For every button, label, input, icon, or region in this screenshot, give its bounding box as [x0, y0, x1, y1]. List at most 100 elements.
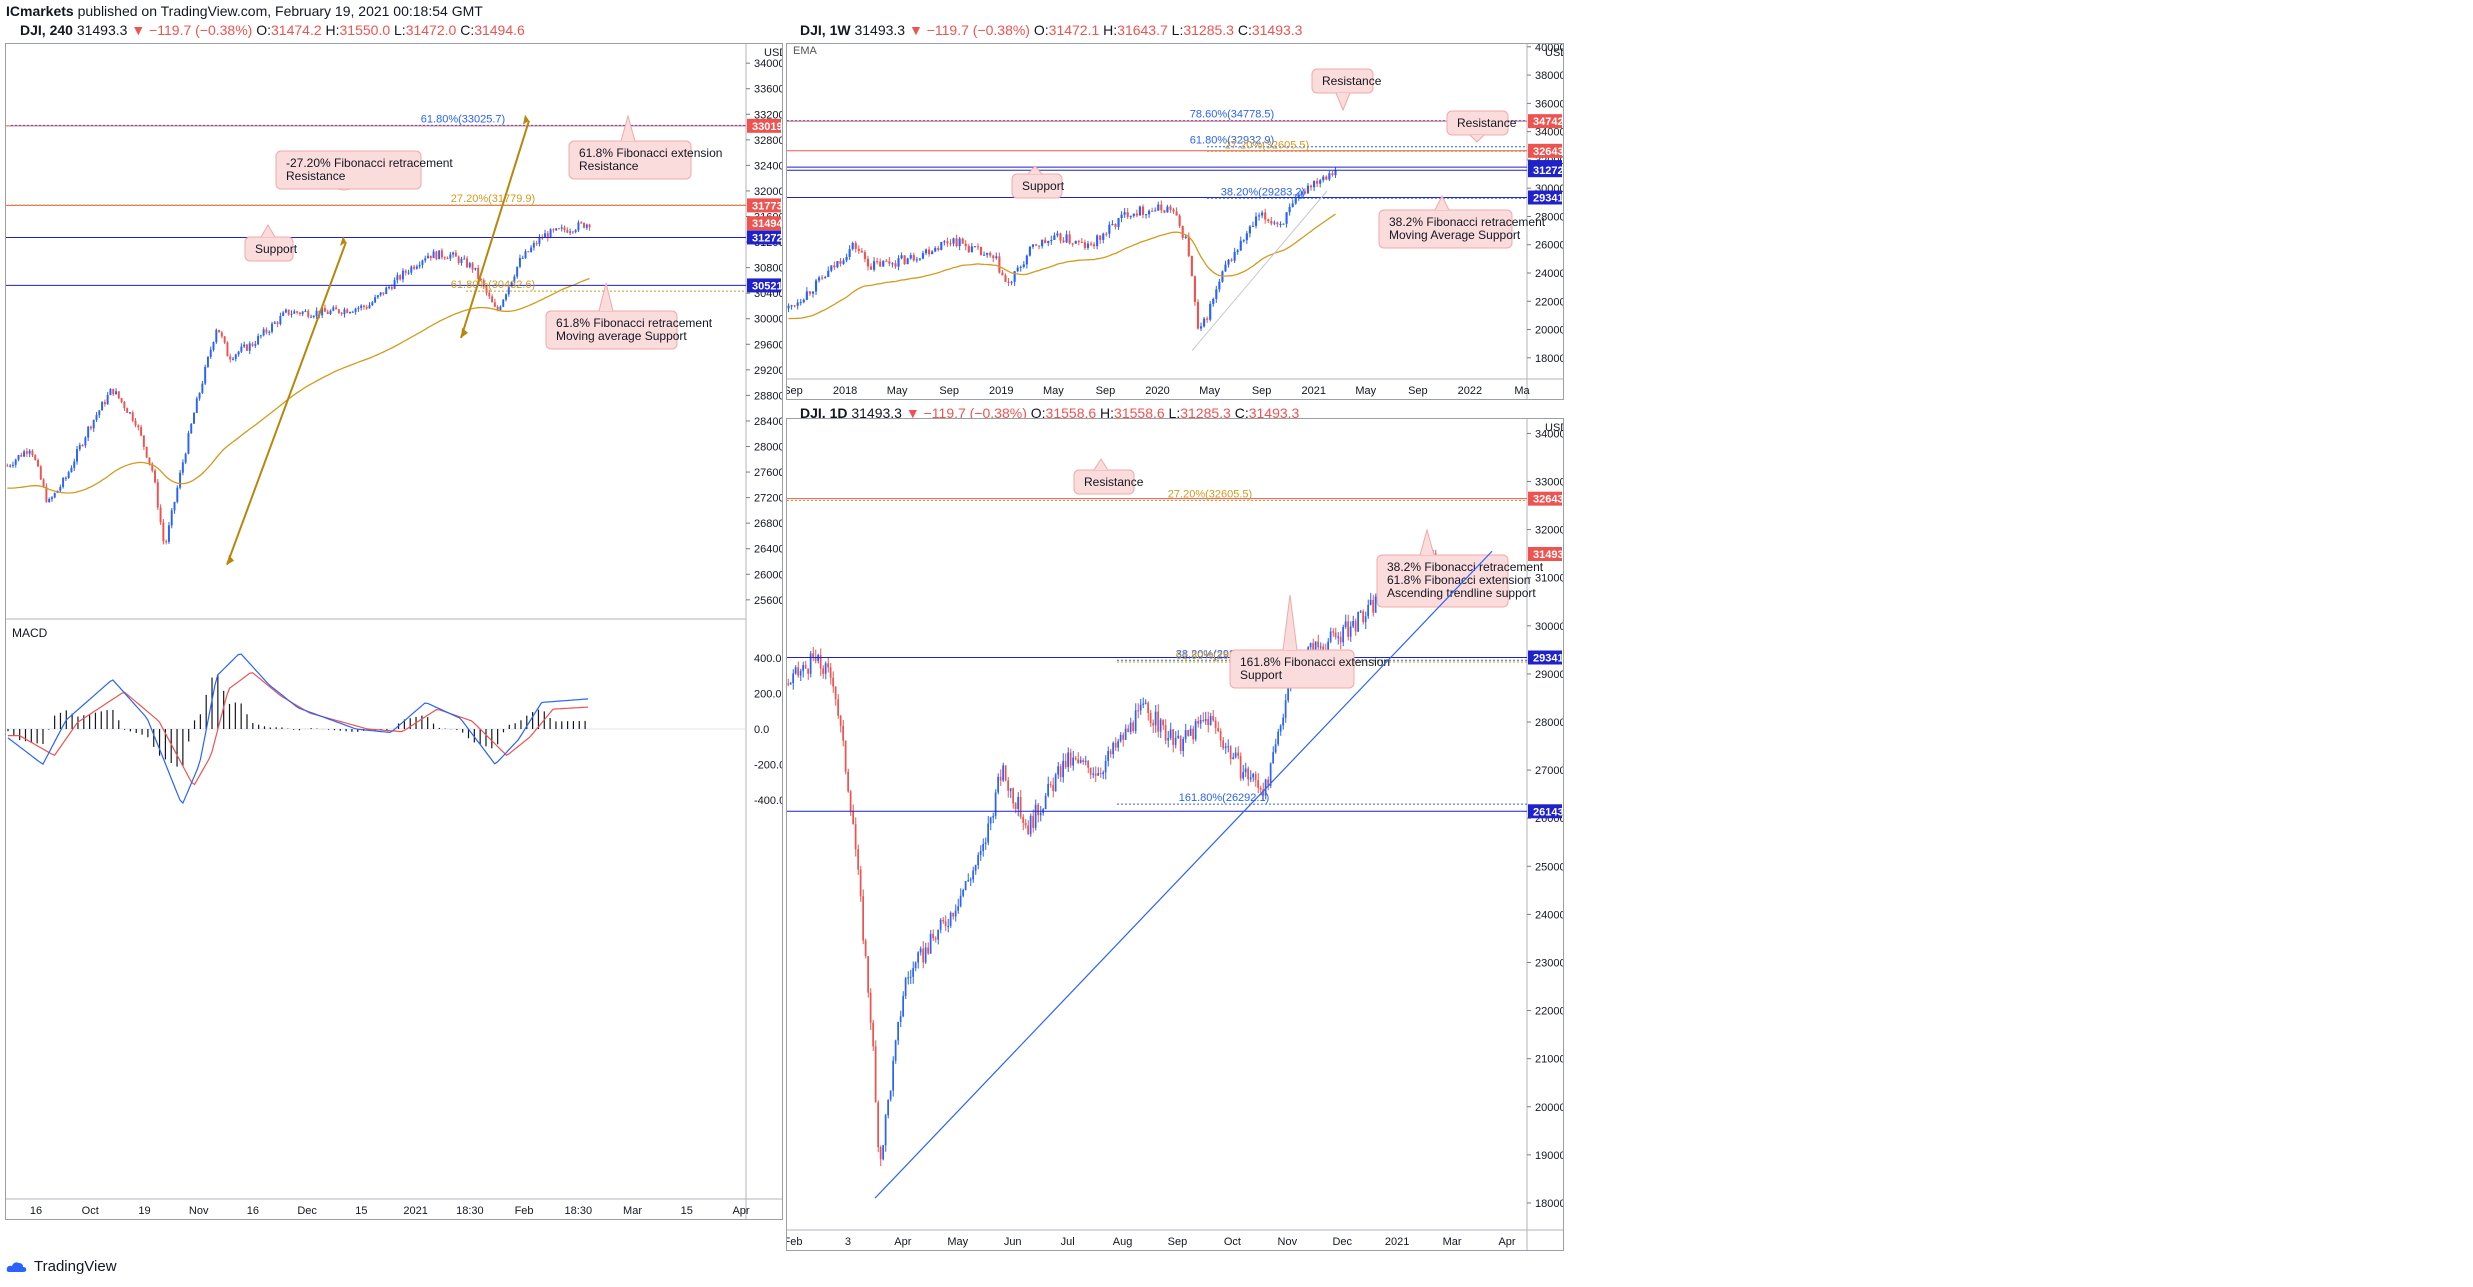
- candle-body: [984, 842, 987, 844]
- x-tick-label: May: [1043, 385, 1064, 397]
- candle-body: [1041, 239, 1044, 247]
- y-tick-label: 24000.0: [1535, 909, 1563, 921]
- candle-body: [1254, 773, 1257, 781]
- candle-body: [1117, 218, 1120, 227]
- candle-body: [98, 410, 101, 416]
- candle-body: [1267, 219, 1270, 222]
- candle-body: [9, 465, 12, 467]
- candle-body: [39, 466, 42, 480]
- x-tick-label: Sep: [1408, 385, 1428, 397]
- candle-body: [142, 435, 145, 447]
- x-tick-label: Sep: [1168, 1236, 1188, 1248]
- candle-body: [1074, 757, 1077, 760]
- candle-body: [396, 275, 399, 281]
- candle-body: [967, 880, 969, 882]
- candle-body: [1114, 224, 1117, 227]
- candle-body: [1012, 788, 1014, 804]
- candle-body: [1124, 728, 1127, 740]
- candle-body: [909, 255, 912, 259]
- candle-body: [485, 286, 488, 293]
- fib-level-label: 61.80%(32932.9): [1190, 135, 1274, 147]
- candle-body: [842, 725, 844, 741]
- weekly-chart-svg[interactable]: USD18000.020000.022000.024000.026000.028…: [783, 42, 1575, 399]
- y-tick-label: 27200.0: [754, 493, 782, 505]
- candle-body: [1047, 241, 1050, 244]
- candle-body: [915, 259, 918, 261]
- candle-body: [1207, 719, 1209, 726]
- fib-level-label: 38.20%(29283.2): [1221, 186, 1305, 198]
- price-tag-label: 32643.8: [1533, 146, 1563, 158]
- candle-body: [460, 258, 463, 263]
- candle-body: [1359, 611, 1362, 613]
- candle-body: [479, 278, 482, 281]
- candle-body: [999, 776, 1002, 781]
- candle-body: [273, 322, 276, 324]
- candle-body: [894, 1040, 897, 1061]
- candle-body: [521, 257, 524, 259]
- candle-body: [1252, 773, 1254, 778]
- candle-body: [170, 510, 173, 526]
- candle-body: [184, 453, 187, 463]
- candle-body: [903, 255, 906, 265]
- candle-body: [872, 1022, 874, 1047]
- y-tick-label: 38000.0: [1535, 70, 1563, 82]
- weekly-chart-panel[interactable]: USD18000.020000.022000.024000.026000.028…: [783, 42, 1575, 400]
- candle-body: [282, 312, 285, 316]
- candle-body: [1034, 804, 1037, 828]
- candle-body: [1184, 236, 1187, 238]
- x-tick-label: 2021: [1301, 385, 1325, 397]
- candle-body: [215, 329, 218, 343]
- candle-body: [1300, 191, 1303, 195]
- candle-body: [1273, 222, 1276, 224]
- candle-body: [1202, 719, 1204, 722]
- candle-body: [1126, 212, 1129, 217]
- moving-average-line: [788, 213, 1336, 320]
- candle-body: [928, 249, 931, 255]
- daily-chart-panel[interactable]: USD 18000.0 19000.0 20000.0 21000.0 22000.0 23…: [784, 418, 1575, 1251]
- candle-body: [882, 1145, 884, 1160]
- candle-body: [156, 482, 159, 508]
- candle-body: [819, 654, 822, 669]
- candle-body: [827, 270, 830, 278]
- price-tag-bg: [747, 118, 781, 133]
- candle-body: [1016, 267, 1019, 272]
- candle-body: [1214, 720, 1217, 729]
- candle-body: [201, 383, 204, 393]
- price-tag-label: 33019.3: [752, 121, 782, 133]
- x-tick-label: Dec: [297, 1205, 317, 1217]
- candle-body: [918, 258, 921, 260]
- candle-body: [14, 459, 17, 465]
- candle-body: [860, 250, 863, 253]
- annotation-callout-pointer: [1469, 134, 1485, 143]
- x-tick-label: 16: [30, 1205, 42, 1217]
- candle-body: [802, 299, 805, 303]
- candle-body: [204, 366, 207, 384]
- x-tick-label: Sep: [1252, 385, 1272, 397]
- candle-body: [1074, 241, 1077, 244]
- y-tick-label: 26000.0: [754, 569, 782, 581]
- macd-line: [7, 653, 589, 805]
- y-tick-label: 27000.0: [1535, 765, 1563, 777]
- candle-body: [1325, 176, 1328, 180]
- candle-body: [413, 266, 416, 269]
- candle-body: [126, 408, 129, 413]
- daily-chart-svg[interactable]: USD 18000.0 19000.0 20000.0 21000.0 22000.0 23…: [784, 419, 1575, 1250]
- candle-body: [1287, 684, 1289, 701]
- candle-body: [1017, 796, 1019, 809]
- candle-body: [1196, 301, 1200, 329]
- candle-body: [28, 450, 31, 454]
- candle-body: [78, 445, 81, 450]
- left-chart-svg[interactable]: USD 25600.0 26000.0 26400.0 26800.0 27200.0 27…: [6, 44, 794, 1219]
- price-tag-label: 31272.2: [752, 232, 782, 244]
- y-tick-label: 29600.0: [754, 339, 782, 351]
- candle-body: [1135, 213, 1138, 216]
- left-chart-panel[interactable]: USD 25600.0 26000.0 26400.0 26800.0 27200.0 27…: [5, 43, 794, 1220]
- y-tick-label: 34000.0: [754, 58, 782, 70]
- candle-body: [1172, 209, 1175, 212]
- tradingview-logo[interactable]: TradingView: [6, 1258, 117, 1275]
- candle-body: [284, 309, 287, 313]
- candle-body: [1120, 214, 1123, 219]
- change-label: ▼ −119.7 (−0.38%): [908, 22, 1030, 38]
- change-label: ▼ −119.7 (−0.38%): [905, 405, 1027, 421]
- candle-body: [869, 992, 872, 1023]
